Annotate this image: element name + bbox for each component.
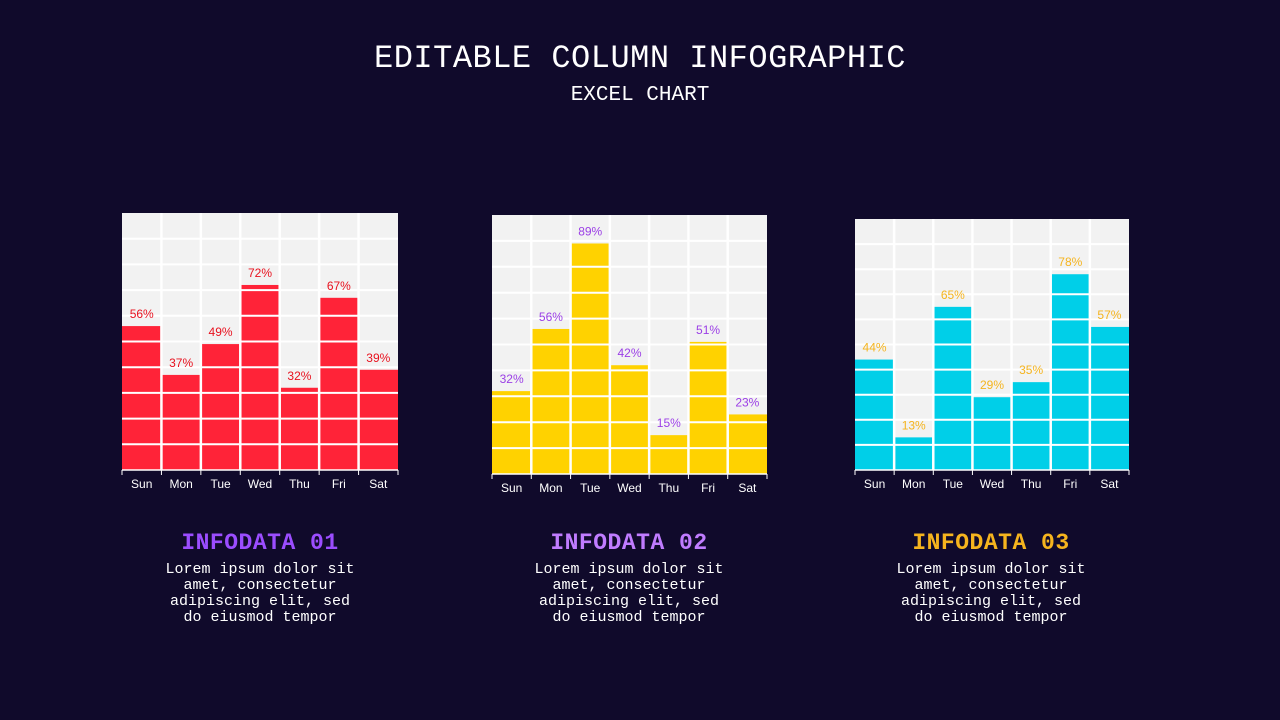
data-label: 23% [735,395,759,409]
grid-lines [492,215,767,474]
bar-wed [972,397,1012,470]
bar-sat [1089,326,1129,470]
data-label: 78% [1058,255,1082,269]
x-tick-label: Fri [332,477,346,491]
data-label: 29% [980,378,1004,392]
bar-wed [240,284,280,470]
x-tick-label: Wed [248,477,272,491]
data-label: 32% [287,369,311,383]
data-label: 56% [130,307,154,321]
data-label: 57% [1097,308,1121,322]
x-tick-label: Thu [289,477,310,491]
x-tick-label: Sat [738,481,757,495]
infodata-text: Lorem ipsum dolor sit amet, consectetur … [896,561,1086,626]
infodata-heading: INFODATA 03 [912,530,1070,556]
data-label: 13% [902,418,926,432]
x-tick-label: Sun [864,477,885,491]
infodata-text: Lorem ipsum dolor sit amet, consectetur … [165,561,355,626]
infodata-card-3: INFODATA 03 Lorem ipsum dolor sit amet, … [851,530,1131,626]
bar-sun [855,359,895,470]
bar-thu [279,387,320,470]
x-tick-label: Thu [1021,477,1042,491]
x-tick-label: Mon [902,477,925,491]
data-label: 72% [248,266,272,280]
bar-fri [1050,274,1090,470]
bar-sun [492,391,532,474]
data-label: 49% [209,325,233,339]
data-label: 65% [941,288,965,302]
data-label: 39% [366,351,390,365]
data-label: 35% [1019,363,1043,377]
infodata-heading: INFODATA 01 [181,530,339,556]
infodata-card-2: INFODATA 02 Lorem ipsum dolor sit amet, … [489,530,769,626]
x-tick-label: Mon [169,477,192,491]
bar-wed [609,365,650,474]
data-label: 42% [617,346,641,360]
data-label: 56% [539,310,563,324]
data-label: 15% [657,416,681,430]
data-label: 37% [169,356,193,370]
data-label: 67% [327,279,351,293]
infodata-text: Lorem ipsum dolor sit amet, consectetur … [534,561,724,626]
column-chart-1: 56% 37% 49% 72% 32% 67% 39% Sun Mon Tue Wed Thu Fri S… [121,213,399,491]
x-tick-label: Wed [980,477,1004,491]
x-tick-label: Mon [539,481,562,495]
x-tick-label: Fri [1063,477,1077,491]
data-label: 32% [500,372,524,386]
x-tick-label: Sat [1100,477,1119,491]
data-label: 44% [863,341,887,355]
grid-lines [122,213,398,470]
page-subtitle: EXCEL CHART [570,84,710,107]
x-tick-label: Tue [580,481,601,495]
infodata-card-1: INFODATA 01 Lorem ipsum dolor sit amet, … [120,530,400,626]
x-tick-label: Sun [131,477,152,491]
page-title: EDITABLE COLUMN INFOGRAPHIC [374,40,906,77]
x-tick-label: Tue [943,477,964,491]
bar-tue [570,243,610,474]
bar-tue [933,306,973,470]
x-tick-label: Tue [210,477,231,491]
infodata-heading: INFODATA 02 [550,530,708,556]
x-tick-label: Sun [501,481,522,495]
bar-mon [161,374,201,470]
data-label: 89% [578,224,602,238]
bar-mon [894,437,934,470]
bar-thu [649,435,689,474]
data-label: 51% [696,323,720,337]
bar-sat [358,369,398,470]
x-tick-label: Thu [658,481,679,495]
x-tick-label: Wed [617,481,641,495]
bar-sat [727,414,767,474]
grid-lines [855,219,1129,470]
bar-fri [319,297,359,470]
x-tick-label: Fri [701,481,715,495]
x-tick-label: Sat [369,477,388,491]
bar-fri [688,341,728,474]
bar-sun [122,326,162,470]
column-chart-2: 32% 56% 89% 42% 15% 51% 23% Sun Mon Tue Wed Thu Fri S… [491,215,768,495]
bar-tue [200,344,241,470]
bar-thu [1011,382,1051,470]
bar-mon [531,328,571,474]
column-chart-3: 44% 13% 65% 29% 35% 78% 57% Sun Mon Tue Wed Thu Fri S… [854,219,1130,491]
